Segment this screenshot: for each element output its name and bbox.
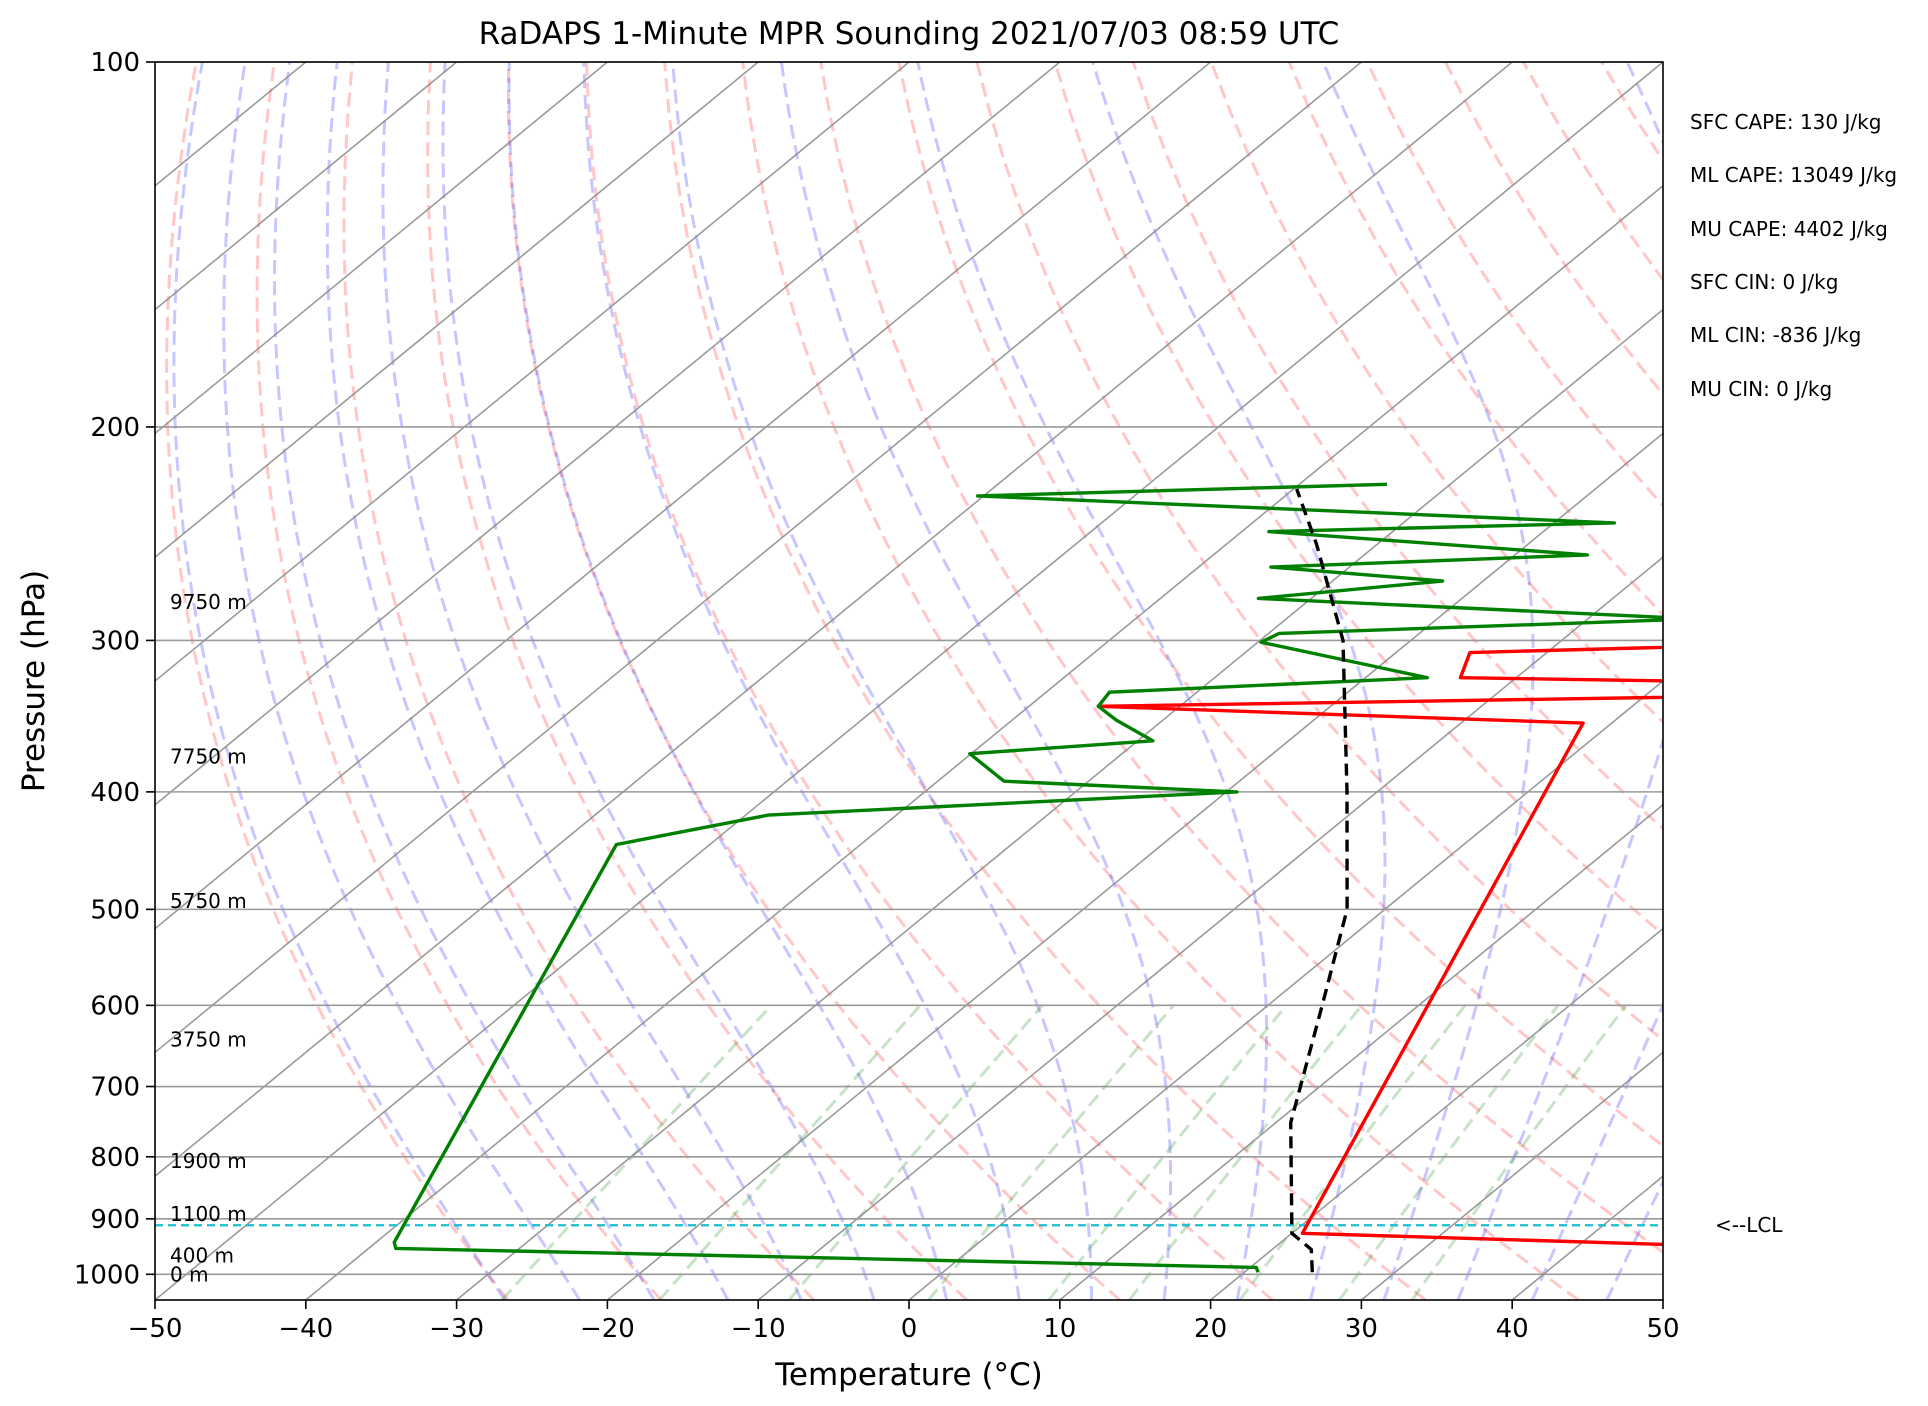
y-axis-label: Pressure (hPa): [16, 570, 52, 792]
moist-adiabat: [1605, 1178, 1663, 1300]
moist-adiabat: [1530, 1001, 1663, 1300]
x-tick-label: −20: [580, 1314, 635, 1344]
isotherm: [155, 62, 458, 311]
isotherm: [155, 62, 759, 559]
moist-adiabat: [916, 62, 1268, 1300]
height-label: 5750 m: [170, 889, 247, 913]
x-tick-label: −10: [731, 1314, 786, 1344]
mixing-ratio-line: [500, 1004, 773, 1300]
dry-adiabat: [897, 62, 1663, 1148]
chart-title: RaDAPS 1-Minute MPR Sounding 2021/07/03 …: [479, 16, 1340, 52]
y-tick-label: 500: [90, 895, 140, 925]
x-tick-label: 0: [901, 1314, 918, 1344]
mixing-ratio-line: [658, 1004, 922, 1300]
dry-adiabat: [819, 62, 1663, 1255]
isotherm: [155, 62, 1212, 930]
dry-adiabat: [663, 62, 1427, 1300]
isotherm: [908, 679, 1663, 1300]
mixing-ratio-line: [787, 1004, 1044, 1300]
moist-adiabat: [1456, 62, 1663, 1300]
x-tick-label: −50: [128, 1314, 183, 1344]
lcl-label: <--LCL: [1715, 1213, 1783, 1237]
moist-adiabat: [1321, 62, 1535, 1300]
isotherm: [305, 184, 1663, 1300]
y-tick-label: 200: [90, 413, 140, 443]
y-tick-label: 900: [90, 1205, 140, 1235]
isotherm: [155, 62, 1513, 1178]
index-sfc-cin: SFC CIN: 0 J/kg: [1690, 270, 1838, 294]
dewpoint-profile-line: [392, 482, 1663, 1273]
isotherm: [456, 308, 1663, 1300]
x-axis: −50 −40 −30 −20 −10 0 10 20 30 40 50: [128, 1300, 1680, 1344]
dry-adiabat: [975, 62, 1663, 1042]
dry-adiabat: [741, 62, 1580, 1300]
moist-adiabat: [507, 62, 949, 1300]
moist-adiabat: [325, 62, 730, 1300]
y-tick-label: 700: [90, 1073, 140, 1103]
dry-adiabat: [342, 62, 815, 1300]
isotherm: [155, 62, 1061, 806]
height-label: 1100 m: [170, 1202, 247, 1226]
isotherm: [757, 556, 1663, 1300]
moist-adiabat: [381, 62, 803, 1300]
moist-adiabat: [779, 62, 1173, 1300]
y-axis: 100 200 300 400 500 600 700 800 900 1000: [74, 48, 155, 1290]
y-tick-label: 1000: [74, 1260, 140, 1290]
x-tick-label: 40: [1496, 1314, 1529, 1344]
isotherm: [155, 62, 1362, 1054]
dry-adiabat: [585, 62, 1274, 1300]
stability-indices: SFC CAPE: 130 J/kg ML CAPE: 13049 J/kg M…: [1690, 110, 1897, 401]
x-tick-label: −30: [429, 1314, 484, 1344]
profile-series: [392, 482, 1663, 1273]
moist-adiabat: [273, 62, 656, 1300]
y-tick-label: 100: [90, 48, 140, 78]
dry-adiabat: [165, 62, 510, 1300]
y-tick-label: 600: [90, 991, 140, 1021]
parcel-profile-line: [1288, 488, 1349, 1273]
x-tick-label: 50: [1646, 1314, 1679, 1344]
isotherm: [1360, 1051, 1663, 1300]
mixing-ratio-line: [1128, 1004, 1363, 1300]
y-tick-label: 300: [90, 626, 140, 656]
x-tick-label: 20: [1194, 1314, 1227, 1344]
isotherm: [1059, 803, 1663, 1300]
height-label: 0 m: [170, 1262, 209, 1286]
dry-adiabat: [506, 62, 1121, 1300]
x-tick-label: 10: [1043, 1314, 1076, 1344]
index-mu-cin: MU CIN: 0 J/kg: [1690, 377, 1832, 401]
isotherm: [155, 62, 1663, 1300]
y-tick-label: 400: [90, 778, 140, 808]
x-axis-label: Temperature (°C): [774, 1357, 1043, 1393]
height-labels: 9750 m 7750 m 5750 m 3750 m 1900 m 1100 m 400 …: [170, 590, 247, 1286]
height-label: 1900 m: [170, 1149, 247, 1173]
moist-adiabat: [1091, 62, 1387, 1300]
x-tick-label: 30: [1345, 1314, 1378, 1344]
height-label: 3750 m: [170, 1027, 247, 1051]
y-tick-label: 800: [90, 1143, 140, 1173]
height-label: 7750 m: [170, 744, 247, 768]
skew-t-background-lines: [155, 62, 1663, 1300]
mixing-ratio-line: [1047, 1004, 1288, 1300]
moist-adiabat: [582, 62, 1021, 1300]
moist-adiabat: [441, 62, 876, 1300]
moist-adiabat: [172, 62, 507, 1300]
height-label: 400 m: [170, 1244, 234, 1268]
index-mu-cape: MU CAPE: 4402 J/kg: [1690, 217, 1888, 241]
moist-adiabat: [671, 62, 1093, 1300]
temperature-profile-line: [1096, 645, 1663, 1247]
dry-adiabat: [1053, 62, 1663, 937]
index-ml-cape: ML CAPE: 13049 J/kg: [1690, 163, 1897, 187]
isotherm: [155, 62, 910, 683]
dry-adiabat: [255, 62, 663, 1300]
mixing-ratio-line: [1338, 1004, 1560, 1300]
isotherm: [155, 62, 608, 435]
index-sfc-cape: SFC CAPE: 130 J/kg: [1690, 110, 1881, 134]
mixing-ratio-line: [1410, 1004, 1628, 1300]
height-label: 9750 m: [170, 590, 247, 614]
x-tick-label: −40: [278, 1314, 333, 1344]
index-ml-cin: ML CIN: -836 J/kg: [1690, 323, 1861, 347]
isotherm: [1210, 927, 1663, 1300]
